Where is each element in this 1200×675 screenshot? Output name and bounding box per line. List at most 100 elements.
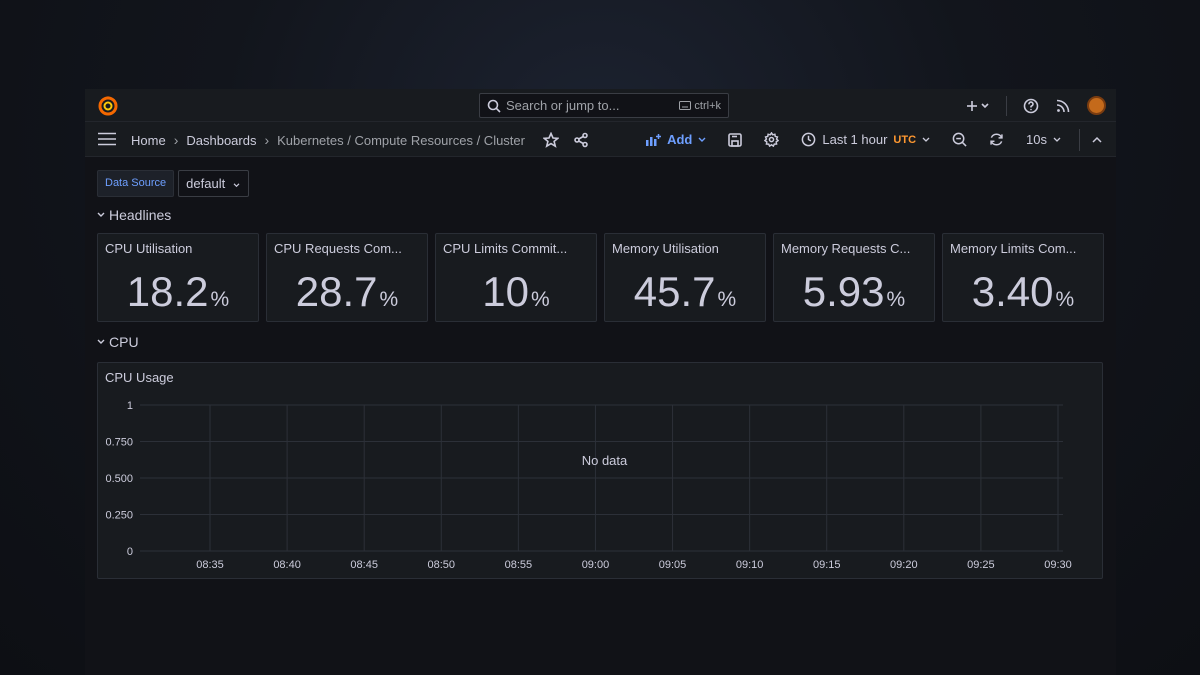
add-panel-icon <box>646 133 662 146</box>
stat-panel-memory-limits[interactable]: Memory Limits Com... 3.40% <box>942 233 1104 322</box>
save-dashboard-button[interactable] <box>728 132 743 147</box>
new-plus-icon[interactable] <box>966 99 990 113</box>
x-tick-label: 09:05 <box>659 559 687 571</box>
user-avatar[interactable] <box>1087 96 1106 115</box>
nav-bar: Home › Dashboards › Kubernetes / Compute… <box>85 122 1116 157</box>
chevron-down-icon <box>233 183 240 188</box>
top-bar-actions <box>966 89 1106 122</box>
time-range-label: Last 1 hour <box>822 132 888 147</box>
stat-unit: % <box>717 288 737 311</box>
row-cpu-title: CPU <box>109 334 139 350</box>
x-tick-label: 08:50 <box>428 559 456 571</box>
stat-panel-cpu-requests[interactable]: CPU Requests Com... 28.7% <box>266 233 428 322</box>
star-icon[interactable] <box>542 132 559 148</box>
search-input[interactable]: Search or jump to... ctrl+k <box>479 93 729 118</box>
stat-value: 3.40 <box>971 268 1054 315</box>
stat-value-container: 3.40% <box>943 268 1103 316</box>
add-label: Add <box>667 132 693 147</box>
datasource-select-value: default <box>186 176 226 191</box>
gear-icon <box>764 132 780 147</box>
grafana-window: Search or jump to... ctrl+k <box>85 89 1116 675</box>
x-tick-label: 08:45 <box>350 559 378 571</box>
chevron-up-icon <box>1092 136 1102 143</box>
help-icon[interactable] <box>1023 98 1039 114</box>
x-tick-label: 09:00 <box>582 559 610 571</box>
search-shortcut-label: ctrl+k <box>694 99 721 112</box>
divider <box>1006 95 1007 116</box>
stat-value: 5.93 <box>802 268 885 315</box>
zoom-out-icon <box>952 132 967 147</box>
chevron-down-icon <box>922 137 930 142</box>
datasource-variable-label: Data Source <box>97 170 175 197</box>
stat-value-container: 10% <box>436 268 596 316</box>
stat-value: 18.2 <box>126 268 209 315</box>
chevron-down-icon <box>97 212 105 217</box>
row-cpu[interactable]: CPU <box>97 334 1104 350</box>
dashboard-controls: Add <box>624 122 1102 157</box>
chevron-down-icon <box>97 339 105 344</box>
breadcrumb-dashboards[interactable]: Dashboards <box>186 132 257 148</box>
stat-value: 45.7 <box>633 268 716 315</box>
stat-value-container: 5.93% <box>774 268 934 316</box>
row-headlines[interactable]: Headlines <box>97 207 1104 223</box>
collapse-button[interactable] <box>1092 136 1102 143</box>
row-headlines-title: Headlines <box>109 207 172 223</box>
refresh-interval-label: 10s <box>1026 132 1047 147</box>
time-range-picker[interactable]: Last 1 hour UTC <box>801 132 930 147</box>
timezone-badge: UTC <box>893 133 917 146</box>
stat-panel-memory-utilisation[interactable]: Memory Utilisation 45.7% <box>604 233 766 322</box>
stat-title: CPU Limits Commit... <box>443 241 568 256</box>
breadcrumb-home[interactable]: Home <box>131 132 166 148</box>
dashboard-content: Data Source default Headlines CPU Utilis… <box>97 170 1104 579</box>
x-tick-label: 09:10 <box>736 559 764 571</box>
news-rss-icon[interactable] <box>1055 98 1071 114</box>
breadcrumb: Home › Dashboards › Kubernetes / Compute… <box>131 132 589 148</box>
settings-button[interactable] <box>764 132 780 147</box>
clock-icon <box>802 132 816 147</box>
y-tick-label: 0.250 <box>105 510 133 522</box>
chevron-down-icon <box>698 137 706 142</box>
y-tick-label: 0.750 <box>105 437 133 449</box>
datasource-select[interactable]: default <box>178 170 249 197</box>
refresh-button[interactable] <box>989 132 1004 147</box>
breadcrumb-current: Kubernetes / Compute Resources / Cluster <box>277 132 525 148</box>
stat-value-container: 28.7% <box>267 268 427 316</box>
top-bar: Search or jump to... ctrl+k <box>85 89 1116 122</box>
stat-panel-memory-requests[interactable]: Memory Requests C... 5.93% <box>773 233 935 322</box>
stat-title: Memory Requests C... <box>781 241 911 256</box>
stat-panel-cpu-utilisation[interactable]: CPU Utilisation 18.2% <box>97 233 259 322</box>
breadcrumb-separator: › <box>173 132 179 148</box>
zoom-out-button[interactable] <box>952 132 967 147</box>
search-shortcut: ctrl+k <box>679 100 721 112</box>
share-icon[interactable] <box>573 132 589 148</box>
x-tick-label: 08:35 <box>196 559 224 571</box>
x-tick-label: 09:20 <box>890 559 918 571</box>
stat-unit: % <box>886 288 906 311</box>
add-button[interactable]: Add <box>646 132 706 147</box>
divider <box>1079 128 1080 151</box>
stat-title: Memory Utilisation <box>612 241 719 256</box>
x-tick-label: 09:25 <box>967 559 995 571</box>
y-tick-label: 1 <box>127 400 133 412</box>
breadcrumb-separator: › <box>264 132 270 148</box>
stat-title: CPU Requests Com... <box>274 241 402 256</box>
stat-title: CPU Utilisation <box>105 241 193 256</box>
no-data-message: No data <box>582 453 628 468</box>
x-tick-label: 08:40 <box>273 559 301 571</box>
x-tick-label: 09:30 <box>1044 559 1072 571</box>
save-icon <box>728 132 743 147</box>
variable-row: Data Source default <box>97 170 1104 197</box>
cpu-usage-panel[interactable]: CPU Usage 1 0.750 0.500 0.250 0 08:35 08:40 08:… <box>97 362 1103 579</box>
grafana-logo-icon[interactable] <box>97 95 119 117</box>
search-placeholder: Search or jump to... <box>506 98 620 113</box>
x-tick-label: 08:55 <box>505 559 533 571</box>
y-tick-label: 0.500 <box>105 473 133 485</box>
stat-value: 10 <box>482 268 530 315</box>
stat-panel-cpu-limits[interactable]: CPU Limits Commit... 10% <box>435 233 597 322</box>
stat-value: 28.7 <box>295 268 378 315</box>
refresh-icon <box>990 133 1003 146</box>
menu-icon[interactable] <box>98 132 116 146</box>
stat-value-container: 45.7% <box>605 268 765 316</box>
refresh-interval-picker[interactable]: 10s <box>1026 132 1061 147</box>
y-tick-label: 0 <box>127 546 133 558</box>
